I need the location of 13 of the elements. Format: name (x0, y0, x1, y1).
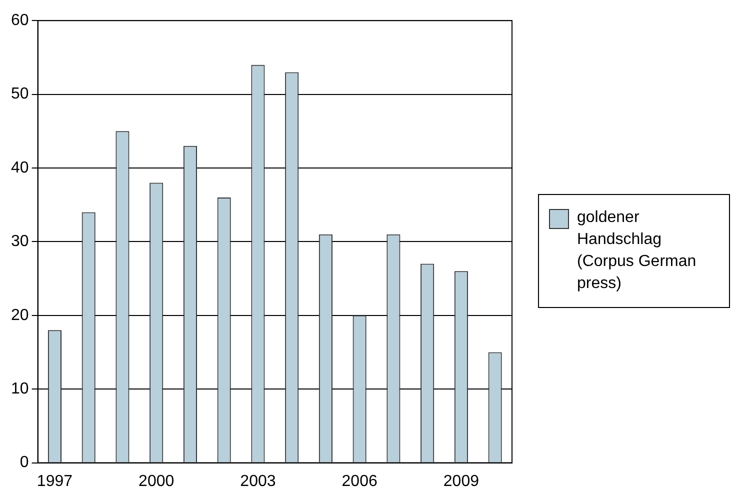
x-tick-label: 1997 (36, 472, 73, 490)
x-tick-label: 2006 (342, 472, 378, 490)
x-tick-label: 2009 (443, 472, 480, 490)
y-tick-label: 0 (20, 454, 29, 472)
legend-label: goldener Handschlag (Corpus German press) (577, 208, 698, 294)
x-tick-label: 2003 (240, 472, 276, 490)
x-tick-label: 2000 (138, 472, 174, 490)
y-tick-label: 10 (11, 380, 29, 398)
y-tick-label: 20 (11, 306, 29, 324)
y-tick-label: 30 (11, 233, 29, 250)
y-tick-label: 40 (11, 159, 29, 176)
y-tick-label: 60 (11, 12, 29, 30)
y-tick-label: 50 (11, 86, 29, 103)
